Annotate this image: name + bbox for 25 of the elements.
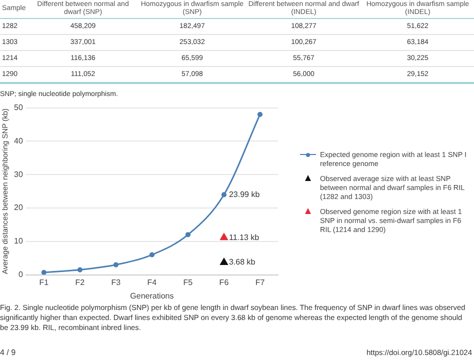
x-tick-label: F3 [111,278,122,287]
data-label: 11.13 kb [228,232,260,242]
y-tick-label: 30 [14,170,24,179]
point [77,267,82,272]
y-tick-label: 40 [14,136,24,146]
text: 4 / 9 [0,348,16,357]
x-axis-title: Generations [130,291,174,300]
point [149,252,154,258]
point [221,192,227,198]
y-tick-label: 0 [18,270,24,280]
point [185,232,191,238]
point [41,270,46,275]
x-tick-label: F4 [147,278,158,287]
x-tick-label: F7 [255,278,266,287]
data-label: 23.99 kb [228,190,260,199]
data-label: 3.68 kb [228,258,256,267]
point [113,262,118,268]
y-tick-label: 20 [14,203,24,212]
x-tick-label: F1 [39,278,50,287]
x-tick-label: F6 [219,278,230,287]
x-tick-label: F5 [183,278,194,287]
point [257,112,263,118]
y-tick-label: 50 [14,103,24,112]
x-tick-label: F2 [75,278,86,287]
y-tick-label: 10 [14,236,24,246]
